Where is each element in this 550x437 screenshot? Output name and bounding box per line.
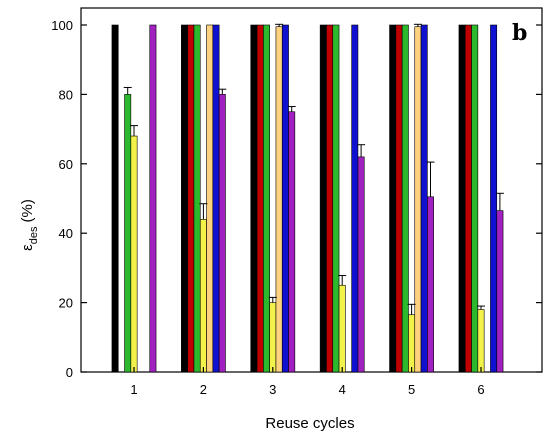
x-tick-label: 1 bbox=[130, 382, 137, 397]
bar-series1-cycle1 bbox=[111, 24, 119, 373]
y-tick-label: 80 bbox=[59, 87, 73, 102]
bar-series3-cycle3 bbox=[263, 24, 270, 373]
y-tick-label: 40 bbox=[59, 226, 73, 241]
bar-series5-cycle3 bbox=[275, 26, 283, 373]
panel-label: b bbox=[512, 20, 527, 46]
plot-axes bbox=[80, 7, 543, 373]
bar-series7-cycle6 bbox=[496, 210, 504, 373]
bar-series2-cycle2 bbox=[187, 24, 195, 373]
bar-series7-cycle4 bbox=[357, 156, 365, 373]
bar-series3-cycle5 bbox=[401, 24, 409, 373]
bar-series3-cycle2 bbox=[193, 24, 201, 373]
bar-series7-cycle1 bbox=[149, 24, 157, 373]
bar-series3-cycle6 bbox=[471, 24, 479, 373]
bar-series6-cycle6 bbox=[490, 24, 498, 373]
y-axis-label-unit: (%) bbox=[19, 199, 36, 222]
axis-ticks: 0 20 40 60 80 100 1 2 3 4 5 6 bbox=[51, 18, 542, 397]
bar-series1-cycle6 bbox=[458, 24, 466, 373]
bar-marks bbox=[111, 24, 504, 373]
x-tick-label: 4 bbox=[339, 382, 346, 397]
bar-series5-cycle2 bbox=[206, 24, 214, 373]
bar-series4-cycle1 bbox=[130, 135, 138, 373]
bar-series6-cycle4 bbox=[351, 24, 359, 373]
bar-series2-cycle5 bbox=[395, 24, 403, 373]
bar-series4-cycle5 bbox=[408, 314, 416, 373]
bar-series2-cycle6 bbox=[464, 24, 472, 373]
bar-series6-cycle3 bbox=[281, 24, 289, 373]
bar-series6-cycle5 bbox=[420, 24, 428, 373]
bar-series7-cycle3 bbox=[288, 111, 296, 373]
x-axis-label: Reuse cycles bbox=[265, 415, 354, 432]
x-tick-label: 3 bbox=[269, 382, 276, 397]
bar-series5-cycle5 bbox=[414, 26, 422, 373]
error-bars bbox=[123, 23, 504, 315]
y-axis-label: εdes (%) bbox=[19, 199, 40, 251]
x-tick-label: 5 bbox=[408, 382, 415, 397]
y-tick-label: 20 bbox=[59, 296, 73, 311]
bar-series4-cycle4 bbox=[338, 284, 346, 373]
y-tick-label: 100 bbox=[51, 18, 73, 33]
bar-series1-cycle5 bbox=[389, 24, 397, 373]
bar-series1-cycle2 bbox=[181, 24, 188, 373]
bar-series3-cycle4 bbox=[332, 24, 340, 373]
bar-series3-cycle1 bbox=[124, 94, 132, 373]
bar-series1-cycle3 bbox=[250, 24, 258, 373]
bar-series4-cycle2 bbox=[199, 219, 207, 373]
bar-series6-cycle2 bbox=[212, 24, 220, 373]
bar-series4-cycle3 bbox=[269, 302, 277, 373]
y-axis-label-main: ε bbox=[19, 244, 36, 251]
bar-series2-cycle4 bbox=[326, 24, 334, 373]
x-tick-label: 2 bbox=[200, 382, 207, 397]
y-tick-label: 60 bbox=[59, 157, 73, 172]
bar-series1-cycle4 bbox=[319, 24, 327, 373]
plot-frame bbox=[80, 7, 543, 373]
bar-series4-cycle6 bbox=[477, 309, 485, 373]
y-axis-label-sub: des bbox=[28, 226, 40, 244]
bar-series7-cycle2 bbox=[218, 94, 226, 373]
bar-series7-cycle5 bbox=[427, 196, 434, 373]
bar-series2-cycle3 bbox=[256, 24, 264, 373]
x-tick-label: 6 bbox=[477, 382, 484, 397]
y-tick-label: 0 bbox=[66, 365, 73, 380]
